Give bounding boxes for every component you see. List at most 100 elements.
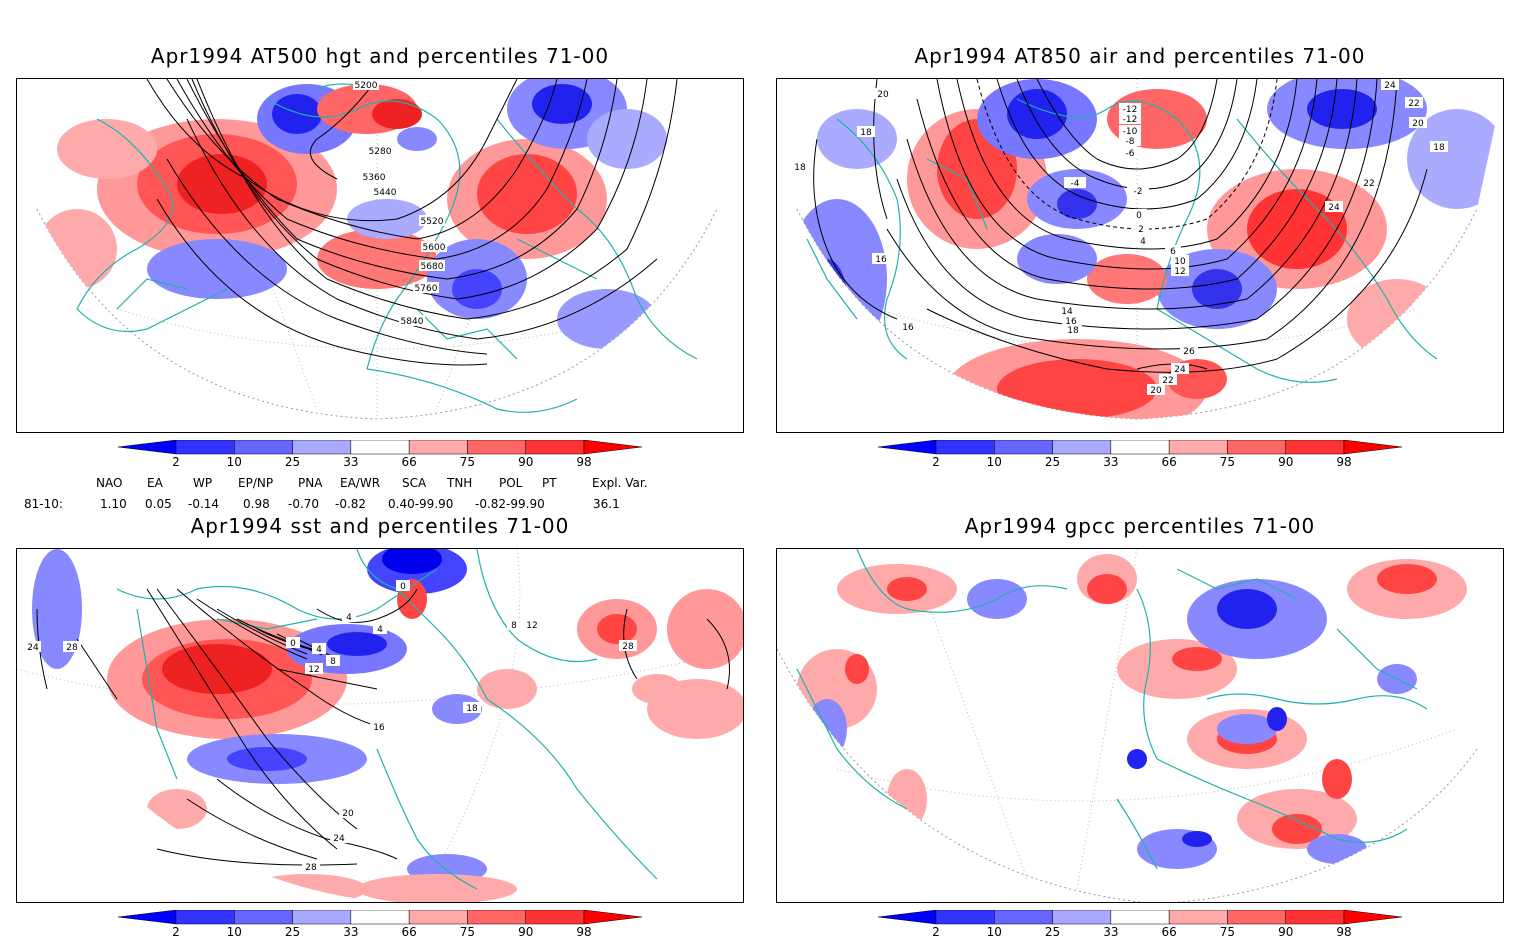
contour-label: 12 — [1174, 267, 1185, 277]
contour-label: 4 — [1140, 237, 1146, 247]
colorbar-label: 75 — [459, 455, 476, 469]
colorbar-swatch — [467, 910, 526, 925]
colorbar-arrow-low — [118, 910, 177, 925]
colorbar-label: 33 — [343, 925, 359, 939]
index-value: 0.40-99.90 — [388, 497, 454, 511]
colorbar-swatch — [525, 910, 585, 925]
colorbar-swatch — [1110, 440, 1170, 455]
contour-label: 22 — [1408, 99, 1419, 109]
colorbar-swatch — [994, 440, 1053, 455]
colorbar-label: 90 — [518, 925, 534, 939]
percentile-shading — [797, 554, 1467, 869]
colorbar-swatches — [118, 440, 642, 455]
colorbar-bottom-left: 2 10 25 33 66 75 90 98 — [118, 910, 642, 942]
contour-label: 26 — [1183, 347, 1195, 357]
index-value: -0.14 — [188, 497, 220, 511]
contour-label: 20 — [1412, 119, 1424, 129]
contour-label: 24 — [333, 834, 345, 844]
colorbar-label: 75 — [1219, 455, 1236, 469]
index-header: NAO — [96, 476, 123, 490]
map-panel-gpcc — [776, 548, 1504, 903]
contour-label: -12 — [1123, 115, 1138, 125]
colorbar-swatch — [175, 440, 235, 455]
index-header: EA — [147, 476, 163, 490]
contour-label: 0 — [1136, 211, 1142, 221]
colorbar-label: 33 — [343, 455, 359, 469]
contour-label: -12 — [1123, 105, 1138, 115]
map-panel-sst: 24 28 0 4 0 4 8 12 4 8 12 16 18 20 24 28… — [16, 548, 744, 903]
contour-label: 16 — [875, 255, 887, 265]
contour-label: 8 — [511, 621, 517, 631]
index-value: -0.82-99.90 — [475, 497, 545, 511]
colorbar-swatch — [350, 910, 410, 925]
colorbar-swatch — [1110, 910, 1170, 925]
contour-label: 20 — [342, 809, 354, 819]
contour-label: 16 — [902, 323, 914, 333]
colorbar-label: 2 — [172, 455, 180, 469]
index-header: PNA — [298, 476, 323, 490]
colorbar-swatch — [1227, 440, 1286, 455]
contour-label: 5600 — [423, 243, 446, 253]
colorbar-label: 75 — [1219, 925, 1236, 939]
index-header: EA/WR — [340, 476, 381, 490]
percentile-shading — [787, 79, 1503, 419]
contour-label: 28 — [305, 863, 317, 873]
colorbar-label: 10 — [226, 455, 242, 469]
colorbar-label: 66 — [1161, 455, 1177, 469]
map-boundary — [777, 549, 1478, 902]
contour-label: 12 — [526, 621, 537, 631]
contour-label: 18 — [466, 704, 478, 714]
colorbar-label: 66 — [401, 455, 417, 469]
map-panel-air850: 20 18 18 16 16 24 22 20 18 -12 -12 -10 -… — [776, 78, 1504, 433]
map-panel-hgt500: 5200 5280 5360 5440 5520 5600 5680 5760 … — [16, 78, 744, 433]
contour-label: 24 — [1174, 365, 1186, 375]
colorbar-swatch — [350, 440, 410, 455]
contour-label: 18 — [1067, 326, 1079, 336]
colorbar-swatch — [408, 910, 468, 925]
contour-labels: 5200 5280 5360 5440 5520 5600 5680 5760 … — [353, 79, 447, 327]
contour-label: 12 — [308, 665, 319, 675]
contour-label: -4 — [1071, 179, 1080, 189]
coastlines — [796, 549, 1428, 870]
contour-label: 18 — [1433, 143, 1445, 153]
colorbar-arrow-high — [1343, 910, 1402, 925]
contour-label: 8 — [330, 657, 336, 667]
colorbar-label: 90 — [1278, 925, 1294, 939]
contour-label: 24 — [27, 643, 39, 653]
contour-label: 5280 — [369, 147, 392, 157]
contour-label: 5360 — [363, 173, 386, 183]
colorbar-arrow-high — [1343, 440, 1402, 455]
contour-label: 5200 — [355, 81, 378, 91]
colorbar-swatches — [878, 440, 1402, 455]
contour-label: 18 — [860, 128, 872, 138]
colorbar-label: 98 — [576, 925, 592, 939]
map-hgt500: 5200 5280 5360 5440 5520 5600 5680 5760 … — [36, 79, 718, 420]
colorbar-label: 33 — [1103, 455, 1119, 469]
contour-label: 5760 — [415, 284, 438, 294]
index-value: 1.10 — [100, 497, 127, 511]
index-header: TNH — [447, 476, 473, 490]
index-value: 0.05 — [145, 497, 172, 511]
contour-label: -8 — [1126, 137, 1135, 147]
colorbar-swatch — [234, 910, 293, 925]
contour-label: 5440 — [374, 188, 397, 198]
index-value: -0.82 — [335, 497, 367, 511]
index-header: WP — [193, 476, 213, 490]
contour-label: 22 — [1363, 179, 1374, 189]
percentile-shading — [37, 79, 667, 349]
colorbar-label: 25 — [1044, 455, 1061, 469]
colorbar-label: 98 — [1336, 925, 1352, 939]
colorbar-label: 98 — [576, 455, 592, 469]
contour-label: 22 — [1162, 376, 1173, 386]
colorbar-arrow-high — [583, 440, 642, 455]
index-header: SCA — [402, 476, 427, 490]
colorbar-arrow-low — [118, 440, 177, 455]
map-air850: 20 18 18 16 16 24 22 20 18 -12 -12 -10 -… — [787, 79, 1503, 420]
colorbar-label: 2 — [932, 455, 940, 469]
map-sst: 24 28 0 4 0 4 8 12 4 8 12 16 18 20 24 28… — [17, 549, 743, 902]
contour-label: -6 — [1126, 149, 1135, 159]
height-contours — [146, 79, 678, 366]
colorbar-label: 2 — [932, 925, 940, 939]
contour-label: 2 — [1138, 225, 1144, 235]
colorbar-arrow-low — [878, 910, 937, 925]
